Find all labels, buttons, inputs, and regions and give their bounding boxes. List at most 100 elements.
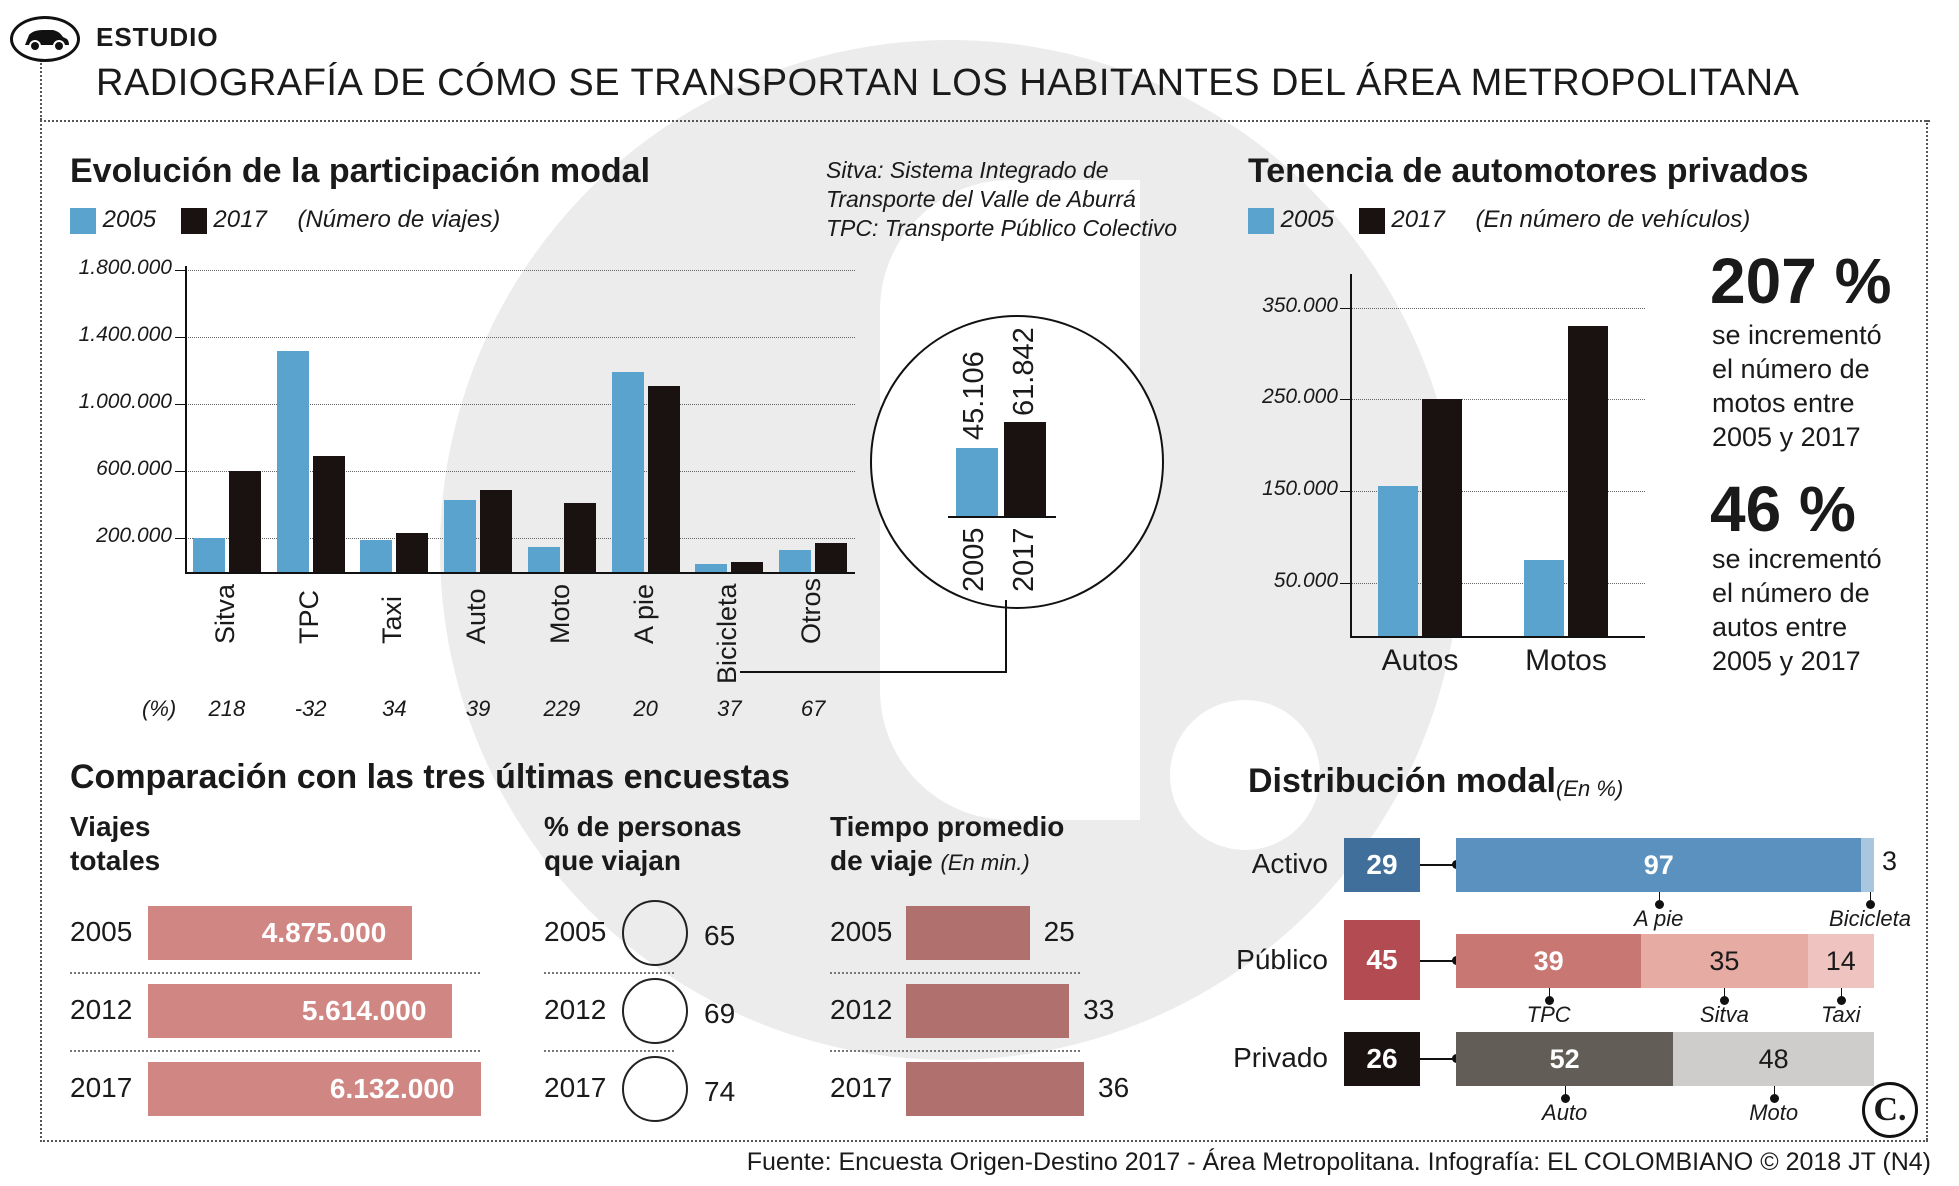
pct-change: 20 <box>633 696 658 721</box>
time-value: 33 <box>1083 994 1115 1025</box>
note-line: se incrementó <box>1712 320 1882 350</box>
gridline <box>185 404 855 406</box>
bar-2005-autos <box>1378 486 1418 636</box>
glossary-line: TPC: Transporte Público Colectivo <box>826 215 1178 241</box>
y-tick <box>175 538 185 540</box>
dist-segment-label: TPC <box>1526 1002 1571 1027</box>
bar-2005-taxi <box>360 540 393 572</box>
x-axis <box>185 572 855 574</box>
gridline <box>1350 582 1645 584</box>
row-separator <box>830 1050 1080 1052</box>
modal-chart-title: Evolución de la participación modal <box>70 152 651 190</box>
legend-2005: 2005 <box>1280 206 1335 233</box>
note-line: autos entre <box>1712 612 1848 642</box>
dist-segment-label: Taxi <box>1820 1002 1861 1027</box>
pct-label: (%) <box>142 696 177 721</box>
legend-swatch-2017 <box>1358 207 1385 234</box>
pct-change: 37 <box>717 696 742 721</box>
y-tick-label: 1.800.000 <box>78 256 172 279</box>
note-line: el número de <box>1712 578 1870 608</box>
zoom-bar-2017 <box>1004 422 1046 516</box>
legend-2017: 2017 <box>213 206 267 233</box>
bar-2005-bicicleta <box>695 564 728 572</box>
note-line: se incrementó <box>1712 544 1882 574</box>
header-line: Viajes <box>70 811 151 842</box>
dist-segment-label: A pie <box>1634 906 1684 931</box>
category-label: Otros <box>796 577 827 644</box>
time-value: 25 <box>1043 916 1075 947</box>
dist-pointer <box>1658 892 1660 906</box>
time-unit: (En min.) <box>940 850 1030 875</box>
year-label: 2012 <box>544 994 607 1025</box>
year-label: 2012 <box>830 994 893 1025</box>
time-bar <box>906 1062 1084 1116</box>
category-label: Moto <box>544 583 575 644</box>
glossary: Sitva: Sistema Integrado de Transporte d… <box>826 156 1177 243</box>
category-label: Auto <box>461 588 492 644</box>
zoom-value-2017: 61.842 <box>1008 327 1040 416</box>
pct-change: 34 <box>382 696 407 721</box>
dist-segment-a-pie: 97 <box>1456 838 1862 892</box>
glossary-line: Transporte del Valle de Aburrá <box>826 186 1136 212</box>
category-label: A pie <box>628 583 659 644</box>
comparison-title: Comparación con las tres últimas encuest… <box>70 758 790 796</box>
kicker: ESTUDIO <box>96 22 219 52</box>
gridline <box>185 471 855 473</box>
stat-motos-value: 207 % <box>1710 245 1892 317</box>
zoom-baseline <box>948 516 1056 518</box>
y-tick <box>175 270 185 271</box>
people-circle <box>622 900 688 966</box>
gridline <box>1350 399 1645 401</box>
dist-segment-label: Auto <box>1542 1100 1588 1125</box>
legend-2005: 2005 <box>102 206 157 233</box>
people-circle <box>622 978 688 1044</box>
vehicles-legend: 2005 2017 (En número de vehículos) <box>1248 206 1750 234</box>
dist-segment-auto: 52 <box>1456 1032 1674 1086</box>
dist-connector <box>1420 864 1456 866</box>
dist-connector <box>1420 960 1456 962</box>
header-line: Tiempo promedio <box>830 811 1065 842</box>
dist-pointer <box>1564 1086 1566 1100</box>
dist-segment-label: Moto <box>1749 1100 1799 1125</box>
time-bar <box>906 984 1070 1038</box>
dist-pointer <box>1840 988 1842 1002</box>
zoom-bar-2005 <box>956 448 998 516</box>
people-header: % de personas que viajan <box>544 810 742 878</box>
dist-pointer-dot <box>1654 900 1664 909</box>
zoom-year-2017: 2017 <box>1008 527 1040 592</box>
year-label: 2017 <box>544 1072 607 1103</box>
people-pct: 65 <box>704 920 736 951</box>
dist-share: 26 <box>1344 1032 1420 1086</box>
glossary-line: Sitva: Sistema Integrado de <box>826 157 1109 183</box>
vehicles-title: Tenencia de automotores privados <box>1248 152 1809 190</box>
people-circle <box>622 1056 688 1122</box>
logo: C. <box>1862 1082 1918 1138</box>
gridline <box>1350 307 1645 309</box>
trips-bar: 4.875.000 <box>148 906 413 960</box>
note-line: motos entre <box>1712 388 1855 418</box>
year-label: 2005 <box>70 916 133 947</box>
dist-segment-tpc: 39 <box>1456 934 1642 988</box>
pct-change: -32 <box>294 696 327 721</box>
row-separator <box>70 972 480 974</box>
header-line: % de personas <box>544 811 742 842</box>
legend-swatch-2005 <box>70 207 96 234</box>
y-tick-label: 50.000 <box>1273 568 1338 592</box>
header-line: totales <box>70 845 161 876</box>
y-tick-label: 600.000 <box>96 457 172 481</box>
dist-pointer <box>1773 1086 1775 1100</box>
dist-segment-label: Bicicleta <box>1829 906 1911 931</box>
trips-bar: 5.614.000 <box>148 984 453 1038</box>
dist-pointer <box>1548 988 1550 1002</box>
note-line: el número de <box>1712 354 1870 384</box>
row-separator <box>544 1050 674 1052</box>
y-tick-label: 350.000 <box>1262 293 1338 317</box>
gridline <box>185 270 855 271</box>
year-label: 2017 <box>830 1072 893 1103</box>
bar-2005-sitva <box>192 538 225 572</box>
distribution-unit: (En %) <box>1556 776 1624 801</box>
category-label: Bicicleta <box>712 583 743 684</box>
legend-swatch-2017 <box>180 207 207 234</box>
time-value: 36 <box>1098 1072 1130 1103</box>
dist-segment-label: Sitva <box>1699 1002 1749 1027</box>
